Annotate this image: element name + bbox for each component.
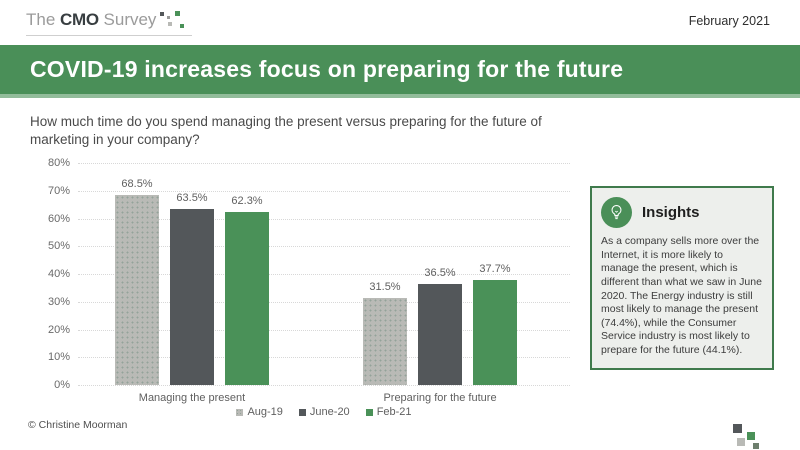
corner-squares-icon	[730, 421, 764, 450]
bar-feb-21: 62.3%	[225, 195, 269, 385]
category-label: Preparing for the future	[383, 392, 497, 404]
legend-swatch	[236, 408, 244, 416]
bar-aug-19: 31.5%	[363, 281, 407, 385]
logo-the: The	[26, 10, 61, 29]
bar-june-20: 63.5%	[170, 192, 214, 385]
survey-question: How much time do you spend managing the …	[30, 114, 542, 148]
legend: Aug-19 June-20 Feb-21	[78, 406, 570, 418]
legend-item: Feb-21	[365, 406, 412, 418]
gridline	[78, 163, 570, 164]
legend-label: June-20	[309, 406, 350, 418]
report-date: February 2021	[688, 14, 770, 28]
cmo-survey-logo: The CMO Survey	[26, 10, 193, 36]
title-banner: COVID-19 increases focus on preparing fo…	[0, 45, 800, 98]
y-tick-label: 20%	[47, 323, 70, 336]
bar-value-label: 37.7%	[479, 263, 511, 276]
legend-item: June-20	[298, 406, 350, 418]
gridline	[78, 190, 570, 192]
bar-value-label: 62.3%	[231, 195, 263, 208]
legend-label: Aug-19	[247, 406, 283, 418]
insights-panel: Insights As a company sells more over th…	[590, 186, 774, 370]
category-label: Managing the present	[138, 392, 246, 404]
y-tick-label: 60%	[47, 212, 70, 225]
gridline	[78, 357, 570, 359]
lightbulb-icon	[601, 197, 632, 228]
gridline	[78, 246, 570, 248]
plot-area: 68.5% 63.5% 62.3% Managing the present 31.5%…	[78, 163, 570, 404]
gridline	[78, 218, 570, 220]
y-tick-label: 80%	[47, 157, 70, 169]
insights-header: Insights	[601, 197, 763, 228]
bar-value-label: 31.5%	[369, 280, 401, 293]
bar-feb-21: 37.7%	[473, 263, 517, 385]
y-tick-label: 50%	[47, 240, 70, 253]
gridline	[78, 301, 570, 303]
logo-cmo: CMO	[60, 10, 99, 29]
bar-june-20: 36.5%	[418, 267, 462, 385]
y-tick-label: 30%	[47, 295, 70, 308]
logo-survey: Survey	[98, 10, 157, 29]
bar-aug-19: 68.5%	[115, 178, 159, 385]
page-title: COVID-19 increases focus on preparing fo…	[30, 56, 624, 82]
bar-group: 31.5% 36.5% 37.7% Preparing for the future	[363, 163, 517, 404]
gridline	[78, 385, 570, 386]
legend-swatch	[298, 408, 306, 416]
y-tick-label: 0%	[54, 379, 70, 391]
y-tick-label: 10%	[47, 351, 70, 364]
bar-value-label: 68.5%	[121, 177, 153, 190]
gridline	[78, 274, 570, 275]
legend-item: Aug-19	[236, 406, 283, 418]
logo-squares-icon	[158, 10, 192, 32]
y-tick-label: 40%	[47, 268, 70, 280]
insights-title: Insights	[642, 204, 700, 221]
bar-group: 68.5% 63.5% 62.3% Managing the present	[115, 163, 269, 404]
y-tick-label: 70%	[47, 184, 70, 197]
gridline	[78, 329, 570, 331]
copyright: © Christine Moorman	[28, 419, 128, 431]
legend-swatch	[365, 408, 373, 416]
legend-label: Feb-21	[376, 406, 412, 418]
y-axis-labels: 80% 70% 60% 50% 40% 30% 20% 10% 0%	[34, 157, 70, 391]
insights-body: As a company sells more over the Interne…	[601, 235, 762, 357]
bar-value-label: 36.5%	[424, 266, 456, 279]
bar-value-label: 63.5%	[176, 191, 208, 204]
